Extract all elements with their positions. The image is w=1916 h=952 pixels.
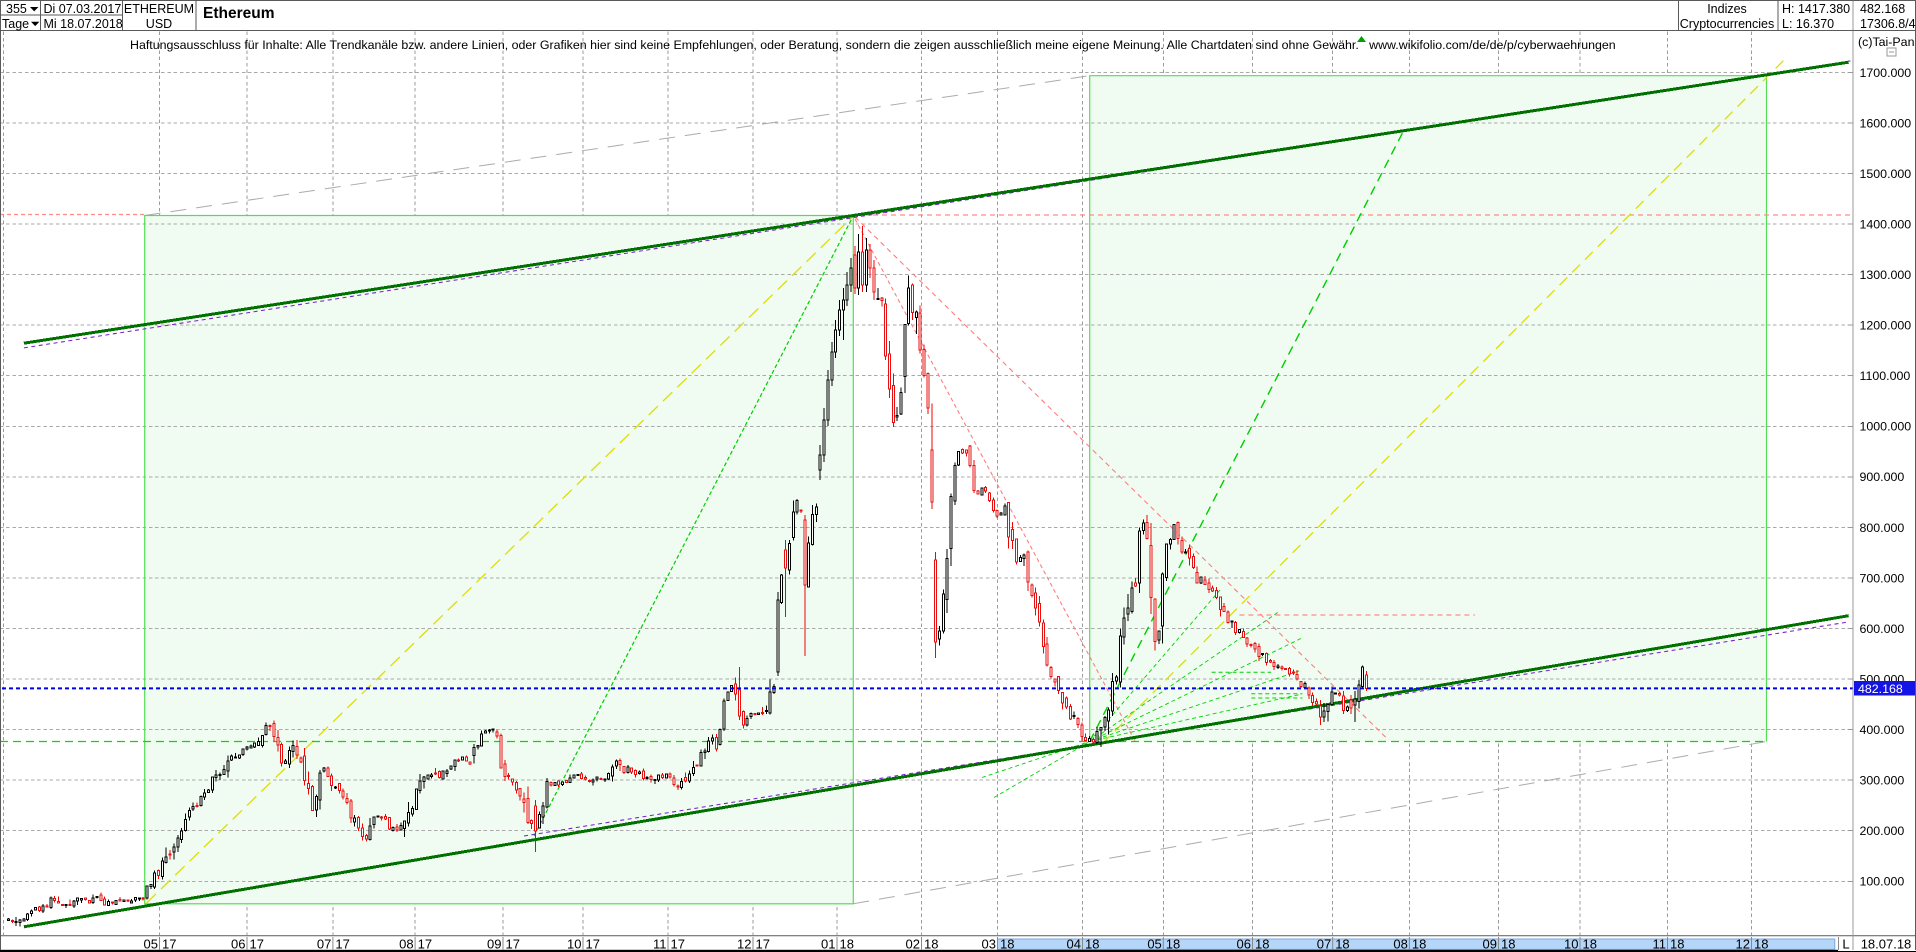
svg-text:L: L <box>1842 937 1849 952</box>
svg-text:18.07.18: 18.07.18 <box>1861 937 1912 952</box>
svg-text:17: 17 <box>418 937 432 952</box>
svg-text:11: 11 <box>653 937 667 952</box>
svg-text:300.000: 300.000 <box>1860 774 1905 788</box>
svg-text:Ethereum: Ethereum <box>203 5 275 22</box>
svg-text:17: 17 <box>335 937 349 952</box>
svg-text:Di 07.03.2017: Di 07.03.2017 <box>44 2 122 16</box>
svg-text:12: 12 <box>1736 937 1750 952</box>
svg-text:18: 18 <box>1166 937 1180 952</box>
svg-text:17: 17 <box>756 937 770 952</box>
svg-text:07: 07 <box>317 937 331 952</box>
svg-text:05: 05 <box>144 937 158 952</box>
svg-text:03: 03 <box>982 937 996 952</box>
svg-text:H: 1417.380: H: 1417.380 <box>1782 2 1850 16</box>
svg-text:482.168: 482.168 <box>1860 2 1905 16</box>
svg-text:08: 08 <box>399 937 413 952</box>
svg-text:18: 18 <box>1255 937 1269 952</box>
svg-text:1700.000: 1700.000 <box>1860 66 1912 80</box>
svg-text:Tage: Tage <box>2 17 29 31</box>
svg-text:1100.000: 1100.000 <box>1860 369 1911 383</box>
svg-text:200.000: 200.000 <box>1860 824 1905 838</box>
svg-text:800.000: 800.000 <box>1860 521 1905 535</box>
svg-text:(c)Tai-Pan: (c)Tai-Pan <box>1858 35 1915 49</box>
svg-text:17: 17 <box>586 937 600 952</box>
svg-text:11: 11 <box>1653 937 1667 952</box>
svg-text:1200.000: 1200.000 <box>1860 319 1912 333</box>
svg-text:1000.000: 1000.000 <box>1860 420 1912 434</box>
svg-text:L: 16.370: L: 16.370 <box>1782 17 1834 31</box>
svg-text:700.000: 700.000 <box>1860 571 1905 585</box>
svg-text:17: 17 <box>506 937 520 952</box>
svg-text:01: 01 <box>821 937 835 952</box>
svg-text:18: 18 <box>1335 937 1349 952</box>
svg-text:10: 10 <box>1564 937 1578 952</box>
svg-text:12: 12 <box>737 937 751 952</box>
svg-text:Cryptocurrencies: Cryptocurrencies <box>1680 17 1774 31</box>
svg-text:Haftungsausschluss für Inhalte: Haftungsausschluss für Inhalte: Alle Tre… <box>130 38 1616 52</box>
svg-text:17: 17 <box>162 937 176 952</box>
svg-text:USD: USD <box>146 17 172 31</box>
svg-text:04: 04 <box>1067 937 1081 952</box>
svg-text:Indizes: Indizes <box>1707 2 1747 16</box>
svg-text:400.000: 400.000 <box>1860 723 1905 737</box>
svg-text:600.000: 600.000 <box>1860 622 1905 636</box>
svg-text:1600.000: 1600.000 <box>1860 116 1912 130</box>
svg-text:18: 18 <box>1000 937 1014 952</box>
svg-text:100.000: 100.000 <box>1860 875 1905 889</box>
svg-text:482.168: 482.168 <box>1858 682 1903 696</box>
svg-text:09: 09 <box>1483 937 1497 952</box>
svg-text:05: 05 <box>1147 937 1161 952</box>
svg-text:1500.000: 1500.000 <box>1860 167 1912 181</box>
svg-text:ETHEREUM: ETHEREUM <box>124 2 194 16</box>
svg-text:18: 18 <box>1583 937 1597 952</box>
svg-text:355: 355 <box>6 2 27 16</box>
svg-text:1400.000: 1400.000 <box>1860 218 1912 232</box>
svg-text:07: 07 <box>1317 937 1331 952</box>
svg-text:17: 17 <box>671 937 685 952</box>
svg-text:06: 06 <box>1237 937 1251 952</box>
svg-text:08: 08 <box>1393 937 1407 952</box>
svg-text:09: 09 <box>487 937 501 952</box>
svg-text:02: 02 <box>906 937 920 952</box>
svg-text:17306.8/4: 17306.8/4 <box>1860 17 1916 31</box>
svg-text:06: 06 <box>231 937 245 952</box>
svg-text:Mi 18.07.2018: Mi 18.07.2018 <box>44 17 123 31</box>
svg-text:10: 10 <box>567 937 581 952</box>
svg-text:1300.000: 1300.000 <box>1860 268 1912 282</box>
svg-text:18: 18 <box>1754 937 1768 952</box>
svg-text:18: 18 <box>840 937 854 952</box>
svg-text:900.000: 900.000 <box>1860 470 1905 484</box>
svg-text:17: 17 <box>250 937 264 952</box>
svg-text:18: 18 <box>1412 937 1426 952</box>
svg-text:18: 18 <box>1501 937 1515 952</box>
svg-text:18: 18 <box>924 937 938 952</box>
svg-text:18: 18 <box>1670 937 1684 952</box>
svg-text:18: 18 <box>1085 937 1099 952</box>
